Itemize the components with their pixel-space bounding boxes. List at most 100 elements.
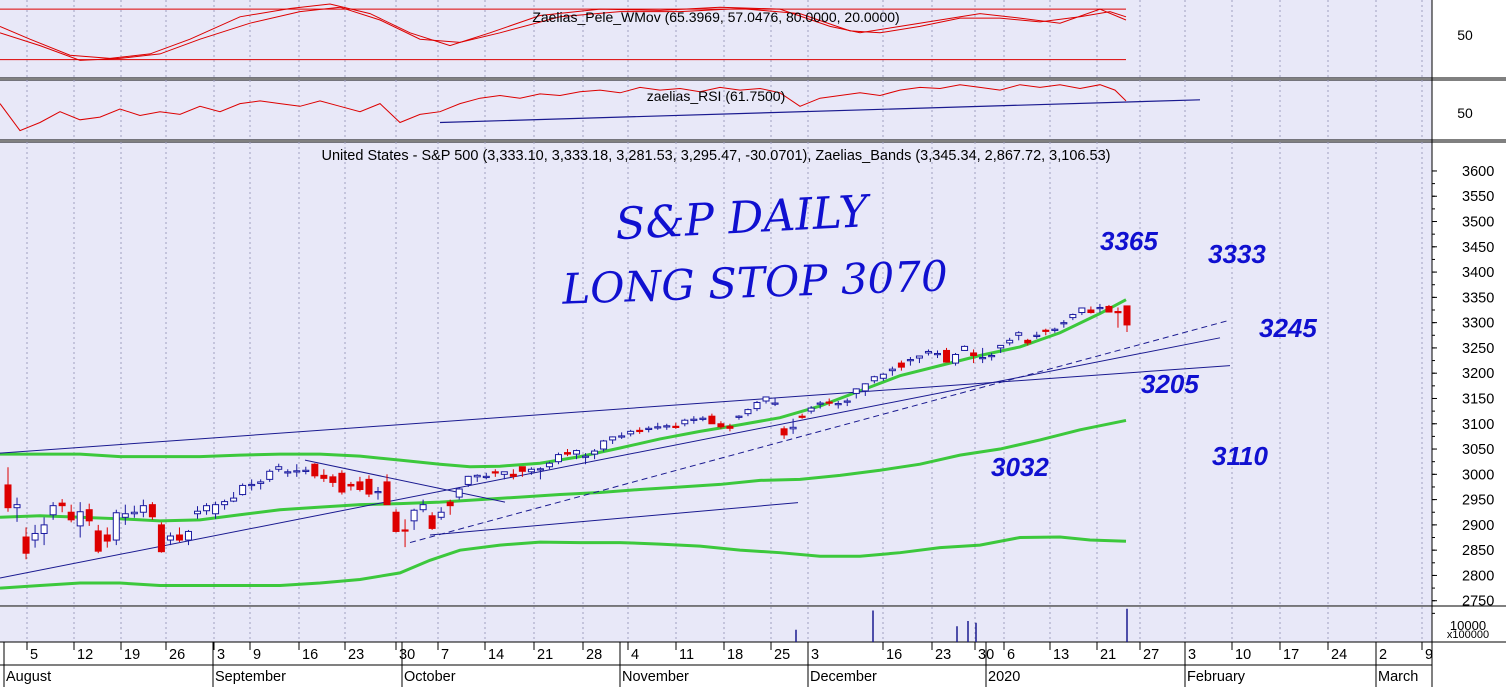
x-tick-label: 10 xyxy=(1235,647,1251,663)
candle-body xyxy=(789,426,797,430)
pele-series-line xyxy=(0,6,1127,61)
candle-body xyxy=(184,530,192,541)
candle-body xyxy=(527,468,535,473)
x-tick-label: 3 xyxy=(217,647,225,663)
x-tick-label: 18 xyxy=(727,647,743,663)
candle-body xyxy=(943,349,951,363)
y-tick-label: 3550 xyxy=(1462,189,1494,205)
candle-body xyxy=(248,483,256,487)
candle-body xyxy=(573,450,581,455)
rsi-line xyxy=(0,84,1127,132)
volume-panel xyxy=(795,608,1128,642)
candle-body xyxy=(753,402,761,410)
candle-body xyxy=(473,474,481,478)
candle-body xyxy=(1078,307,1086,314)
month-label: 2020 xyxy=(988,669,1020,685)
candle-body xyxy=(627,430,635,435)
y-tick-label: 2800 xyxy=(1462,568,1494,584)
x-tick-label: 23 xyxy=(348,647,364,663)
candle-body xyxy=(582,455,590,458)
candle-body xyxy=(1006,339,1014,344)
candle-body xyxy=(347,483,355,487)
y-tick-label: 2900 xyxy=(1462,518,1494,534)
trendline xyxy=(304,459,506,503)
candle-body xyxy=(825,401,833,404)
candle-body xyxy=(85,509,93,522)
month-label: March xyxy=(1378,669,1418,685)
pele-panel-title: Zaelias_Pele_WMov (65.3969, 57.0476, 80.… xyxy=(532,9,899,25)
panel-background xyxy=(0,142,1432,606)
y-tick-label: 2850 xyxy=(1462,543,1494,559)
y-tick-label: 3500 xyxy=(1462,215,1494,231)
x-tick-label: 24 xyxy=(1331,647,1347,663)
candle-body xyxy=(762,396,770,402)
candle-body xyxy=(13,504,21,509)
candle-body xyxy=(600,440,608,450)
x-tick-label: 23 xyxy=(935,647,951,663)
candle-body xyxy=(320,474,328,479)
month-label: December xyxy=(810,669,877,685)
candles-layer xyxy=(4,303,1131,560)
level-label: 3333 xyxy=(1208,239,1266,269)
candle-body xyxy=(455,488,463,498)
y-tick-label: 3300 xyxy=(1462,316,1494,332)
candle-body xyxy=(509,473,517,477)
y-tick-label: 2950 xyxy=(1462,493,1494,509)
candle-body xyxy=(356,481,364,490)
candle-body xyxy=(1123,305,1131,326)
rsi-panel-title: zaelias_RSI (61.7500) xyxy=(647,88,786,104)
candle-body xyxy=(924,350,932,354)
y-tick-label: 3150 xyxy=(1462,391,1494,407)
x-tick-label: 30 xyxy=(399,647,415,663)
candle-body xyxy=(428,515,436,529)
rsi-axis-tick: 50 xyxy=(1457,105,1473,121)
rsi-trendline xyxy=(439,99,1201,124)
candle-body xyxy=(464,475,472,485)
candle-body xyxy=(970,352,978,357)
candle-body xyxy=(266,470,274,480)
panel-background xyxy=(0,607,1432,642)
y-tick-label: 3000 xyxy=(1462,467,1494,483)
candle-body xyxy=(194,510,202,515)
candle-body xyxy=(500,471,508,475)
month-label: October xyxy=(404,669,456,685)
candle-body xyxy=(672,425,680,428)
y-tick-label: 3450 xyxy=(1462,240,1494,256)
candle-body xyxy=(40,524,48,534)
candle-body xyxy=(879,373,887,379)
candle-body xyxy=(1024,339,1032,344)
candle-body xyxy=(329,476,337,483)
candle-body xyxy=(148,504,156,518)
candle-body xyxy=(311,463,319,477)
price-panel-title: United States - S&P 500 (3,333.10, 3,333… xyxy=(322,148,1111,164)
x-tick-label: 25 xyxy=(774,647,790,663)
candle-body xyxy=(230,497,238,502)
candle-body xyxy=(112,512,120,541)
candle-body xyxy=(915,355,923,359)
pele-series-line xyxy=(0,3,1127,59)
candle-body xyxy=(735,415,743,418)
candle-body xyxy=(419,504,427,511)
candle-body xyxy=(1114,311,1122,314)
y-tick-label: 2750 xyxy=(1462,594,1494,610)
candle-body xyxy=(4,484,12,509)
candle-body xyxy=(94,530,102,552)
x-tick-label: 9 xyxy=(253,647,261,663)
x-tick-label: 28 xyxy=(586,647,602,663)
candle-body xyxy=(284,471,292,474)
candle-body xyxy=(76,511,84,527)
y-tick-label: 3200 xyxy=(1462,366,1494,382)
candle-body xyxy=(1042,329,1050,332)
candle-body xyxy=(491,471,499,474)
x-tick-label: 16 xyxy=(886,647,902,663)
x-tick-label: 2 xyxy=(1379,647,1387,663)
candle-body xyxy=(952,353,960,364)
level-label: 3245 xyxy=(1259,313,1317,343)
x-tick-label: 16 xyxy=(302,647,318,663)
candle-body xyxy=(591,450,599,455)
band-middle-line xyxy=(0,418,1127,523)
x-tick-label: 9 xyxy=(1425,647,1433,663)
candle-body xyxy=(275,466,283,470)
candle-body xyxy=(1087,309,1095,314)
candle-body xyxy=(257,481,265,484)
